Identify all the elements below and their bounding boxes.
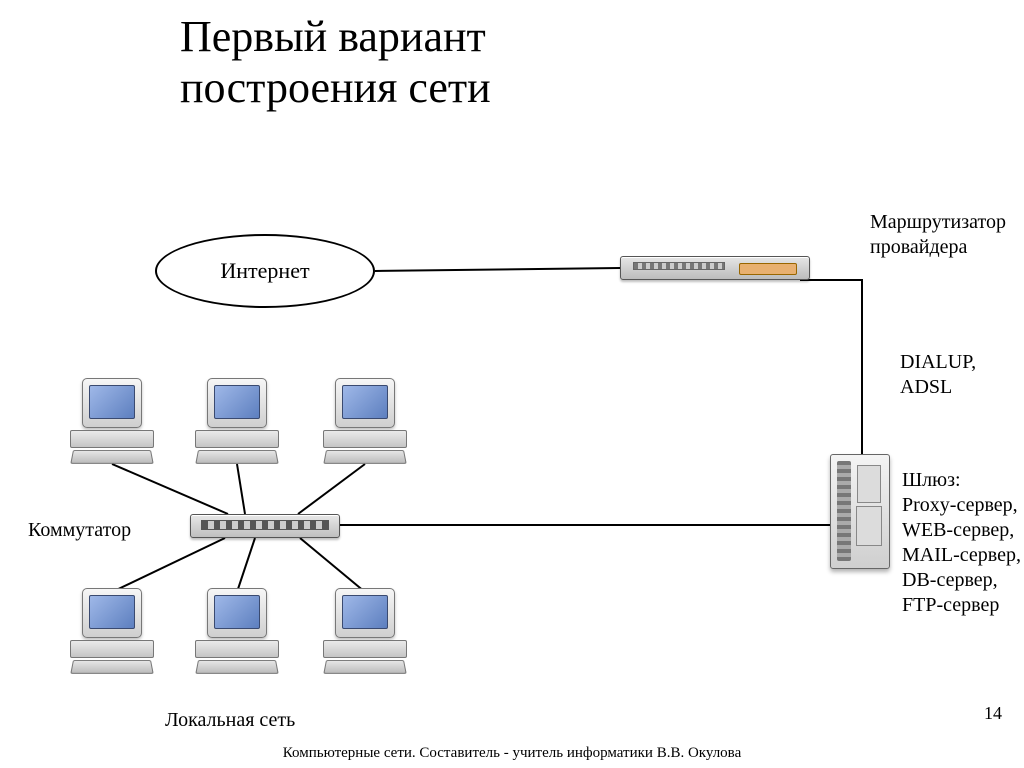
internet-label: Интернет [220, 258, 309, 284]
workstation-6 [323, 588, 407, 674]
edge-router-server [800, 280, 862, 454]
edge-switch-pc2 [237, 464, 245, 514]
edge-switch-pc4 [112, 538, 225, 592]
workstation-2 [195, 378, 279, 464]
lan-switch [190, 514, 340, 538]
edge-switch-pc5 [237, 538, 255, 592]
provider-router [620, 256, 810, 280]
edge-internet-router [375, 268, 620, 271]
workstation-4 [70, 588, 154, 674]
internet-cloud: Интернет [155, 234, 375, 308]
edge-switch-pc3 [298, 464, 365, 514]
workstation-3 [323, 378, 407, 464]
gateway-server [830, 454, 890, 569]
workstation-1 [70, 378, 154, 464]
workstation-5 [195, 588, 279, 674]
edge-switch-pc6 [300, 538, 365, 592]
edge-switch-pc1 [112, 464, 228, 514]
